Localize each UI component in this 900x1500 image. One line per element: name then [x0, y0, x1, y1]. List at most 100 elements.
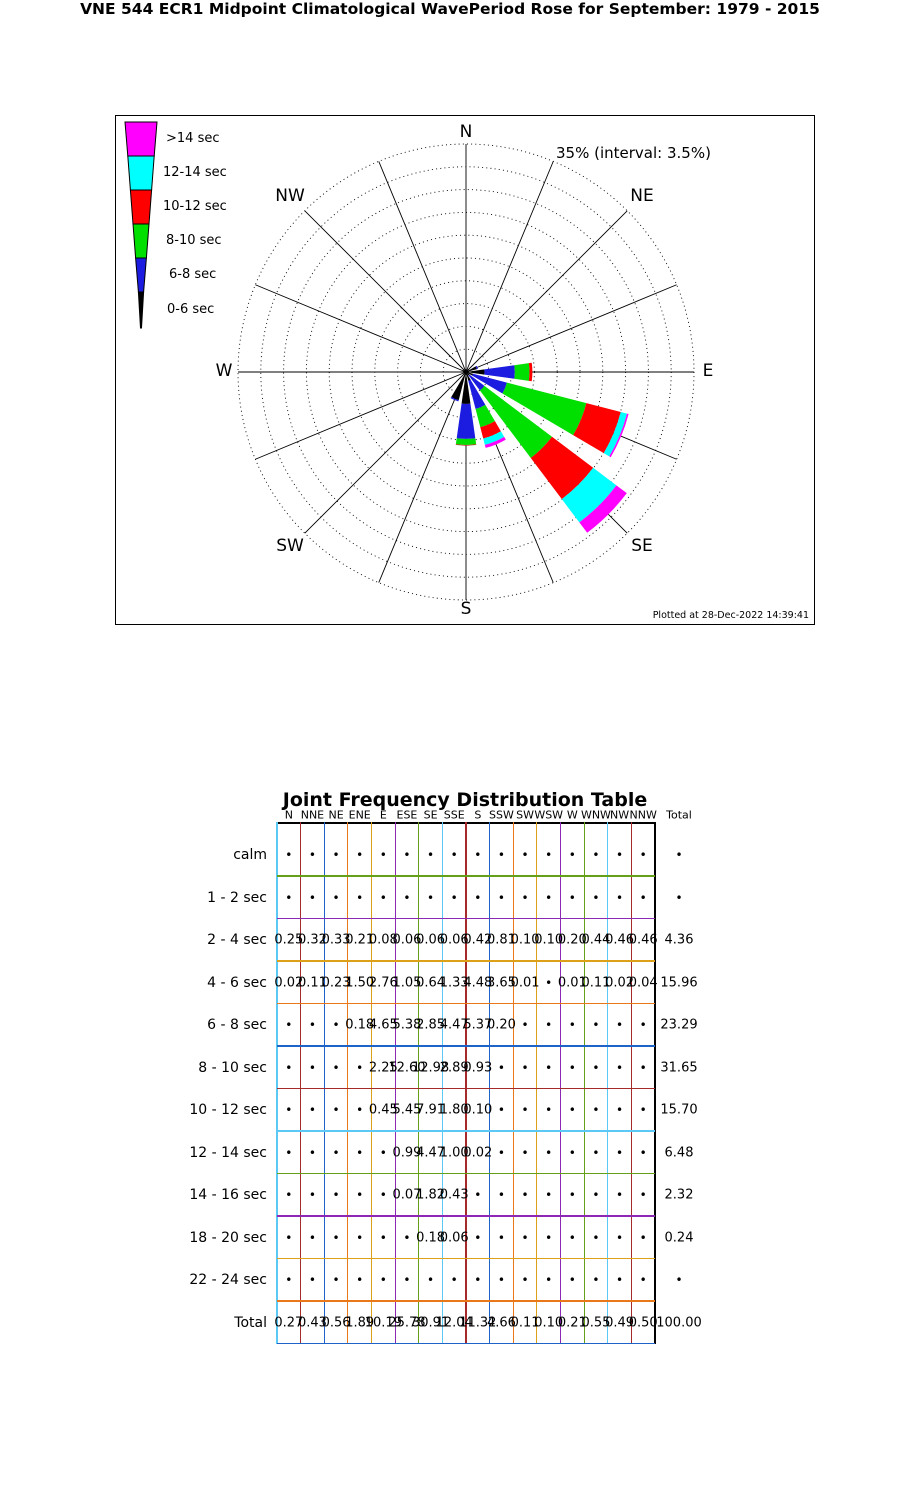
table-cell: •	[332, 1145, 340, 1160]
table-cell: 15.96	[660, 975, 698, 990]
table-cell: •	[568, 848, 576, 862]
row-label-3: 4 - 6 sec	[207, 974, 267, 991]
table-header-ene: ENE	[348, 808, 371, 822]
table-cell: •	[568, 1018, 576, 1032]
table-cell: •	[427, 890, 435, 905]
legend-label-10-12: 10-12 sec	[163, 199, 227, 214]
table-cell: 0.02	[463, 1145, 493, 1160]
table-cell: 30.91	[411, 1315, 450, 1330]
table-cell: •	[308, 1273, 316, 1287]
table-cell: •	[545, 1103, 553, 1117]
spoke-nnw	[378, 161, 467, 373]
table-header-sse: SSE	[443, 808, 465, 822]
table-cell: •	[474, 890, 482, 905]
petal-ese-8-10sec	[502, 382, 587, 436]
table-cell: •	[521, 848, 529, 862]
compass-label-sw: SW	[276, 536, 304, 556]
legend-swatch-5	[137, 291, 145, 329]
table-cell: 1.33	[439, 975, 469, 990]
grid-line-v-12	[559, 822, 562, 1344]
table-cell: 0.27	[274, 1315, 304, 1330]
petal-se-0-6sec	[466, 372, 470, 376]
table-cell: •	[474, 1273, 482, 1287]
petal-sw-0-6sec	[465, 372, 466, 373]
table-cell: •	[545, 1145, 553, 1160]
legend-label-gt14: >14 sec	[166, 131, 220, 146]
table-cell: 2.89	[439, 1060, 469, 1075]
row-label-1: 1 - 2 sec	[207, 889, 267, 906]
table-cell: •	[497, 1273, 505, 1287]
table-cell: 0.18	[345, 1017, 375, 1033]
table-cell: 12.04	[435, 1315, 473, 1330]
spoke-ne	[465, 210, 628, 373]
table-cell: •	[427, 1273, 435, 1287]
table-cell: •	[356, 890, 364, 905]
grid-line-v-11	[536, 822, 538, 1344]
legend-label-6-8: 6-8 sec	[169, 267, 217, 282]
petal-ese->14sec	[609, 413, 629, 458]
table-cell: 0.10	[534, 1315, 564, 1330]
table-cell: •	[285, 1060, 293, 1075]
ring-scale-annotation: 35% (interval: 3.5%)	[556, 144, 711, 162]
petal-wnw-0-6sec	[462, 370, 466, 372]
table-cell: •	[356, 1145, 364, 1160]
petal-ese-12-14sec	[603, 412, 628, 457]
petal-sse-0-6sec	[466, 372, 471, 381]
table-cell: •	[592, 1230, 600, 1245]
table-cell: 1.05	[392, 975, 422, 990]
table-cell: •	[592, 1103, 600, 1117]
table-cell: 0.46	[628, 932, 658, 948]
table-cell: •	[285, 1103, 293, 1117]
table-cell: 1.80	[439, 1102, 469, 1118]
table-cell: 0.06	[392, 932, 422, 948]
table-cell: 1.89	[345, 1315, 375, 1330]
table-cell: •	[285, 1230, 293, 1245]
table-cell: •	[379, 848, 387, 862]
grid-line-h-6	[277, 1130, 655, 1132]
compass-label-n: N	[459, 122, 473, 142]
table-cell: 0.07	[392, 1187, 422, 1203]
petal-sse-8-10sec	[475, 404, 495, 428]
table-header-s: S	[474, 808, 482, 822]
table-cell: •	[308, 1060, 316, 1075]
table-cell: •	[639, 1145, 647, 1160]
table-cell: •	[616, 1018, 624, 1032]
grid-line-v-3	[347, 822, 349, 1344]
table-cell: •	[497, 1230, 505, 1245]
table-cell: 0.25	[274, 932, 304, 948]
petal-s-8-10sec	[455, 438, 477, 445]
table-cell: 0.42	[463, 932, 493, 948]
petal-ene-6-8sec	[475, 365, 478, 370]
table-cell: •	[521, 1018, 529, 1032]
row-label-6: 10 - 12 sec	[189, 1102, 267, 1118]
table-cell: 0.56	[321, 1315, 351, 1330]
table-header-wnw: WNW	[580, 808, 611, 822]
table-cell: •	[403, 890, 411, 905]
table-cell: •	[568, 1103, 576, 1117]
grid-line-v-15	[630, 822, 632, 1344]
table-cell: •	[379, 1188, 387, 1202]
table-cell: •	[474, 1188, 482, 1202]
petal-ne-0-6sec	[466, 369, 469, 372]
table-cell: 12.98	[411, 1060, 450, 1075]
grid-line-h-5	[277, 1087, 655, 1090]
grid-line-h-3	[277, 1002, 655, 1005]
table-cell: •	[379, 1273, 387, 1287]
table-cell: 0.10	[534, 932, 564, 948]
table-cell: 0.01	[510, 975, 540, 990]
table-cell: •	[545, 890, 553, 905]
compass-label-ne: NE	[630, 186, 654, 206]
table-cell: •	[332, 1018, 340, 1032]
table-cell: 0.46	[605, 932, 635, 948]
table-cell: 1.50	[345, 975, 375, 990]
table-cell: •	[403, 848, 411, 862]
table-cell: 0.64	[416, 975, 446, 990]
table-cell: •	[332, 1188, 340, 1202]
petal-ssw-0-6sec	[451, 372, 466, 401]
grid-line-v-9	[489, 822, 491, 1344]
table-cell: •	[545, 848, 553, 862]
table-cell: 4.65	[368, 1017, 398, 1033]
plotted-at-timestamp: Plotted at 28-Dec-2022 14:39:41	[652, 610, 809, 621]
table-cell: •	[332, 848, 340, 862]
